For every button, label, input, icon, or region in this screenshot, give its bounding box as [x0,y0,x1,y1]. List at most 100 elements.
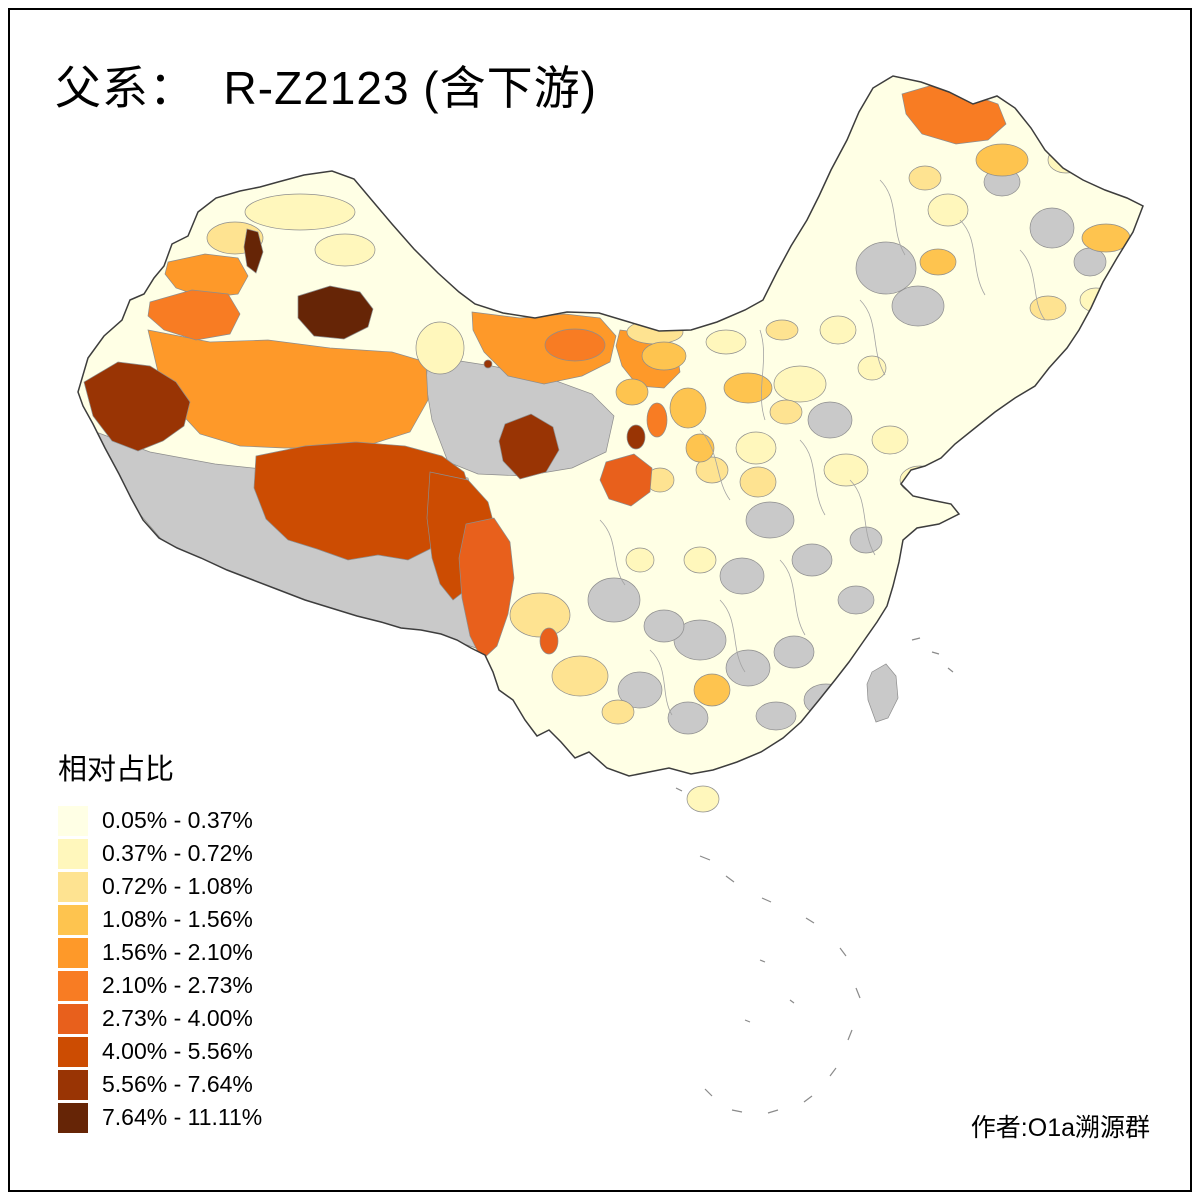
legend-label: 5.56% - 7.64% [102,1071,253,1097]
legend-label: 4.00% - 5.56% [102,1038,253,1064]
map-region [649,649,673,716]
map-region [539,627,559,655]
map-region [719,557,765,595]
map-region [147,289,241,341]
legend-row: 4.00% - 5.56% [58,1035,262,1068]
legend-row: 1.08% - 1.56% [58,903,262,936]
map-region [767,1109,779,1114]
map-region [667,701,709,735]
legend-row: 1.56% - 2.10% [58,936,262,969]
map-region [686,785,720,813]
map-region [805,917,815,924]
legend-row: 2.10% - 2.73% [58,969,262,1002]
map-region [791,543,833,577]
legend-swatch [58,970,88,1001]
map-region [1073,247,1107,277]
legend-swatch [58,838,88,869]
map-region [719,599,746,673]
map-region [483,359,493,369]
legend-row: 0.05% - 0.37% [58,804,262,837]
map-region [617,671,663,709]
map-region [761,897,772,903]
map-region [829,1067,837,1077]
legend-title: 相对占比 [58,754,175,786]
map-region [458,517,515,661]
map-region [704,1088,713,1097]
map-region [83,361,191,452]
map-region [849,526,883,554]
map-region [509,592,571,638]
legend-label: 0.37% - 0.72% [102,840,253,866]
map-region [675,787,683,792]
map-region [1019,249,1046,321]
map-region [759,329,766,421]
legend-swatch [58,937,88,968]
map-region [823,453,869,487]
map-region [699,429,731,501]
legend-label: 7.64% - 11.11% [102,1104,263,1130]
legend-swatch [58,1069,88,1100]
map-region [879,179,906,256]
map-region [837,585,875,615]
map-region [839,947,847,957]
map-region [599,519,626,586]
map-region [789,999,795,1004]
map-region [779,559,806,636]
map-region [705,329,747,355]
legend-swatch [58,904,88,935]
map-region [243,228,264,274]
map-region [164,253,249,299]
map-region [641,341,687,371]
map-region [1029,295,1067,321]
legend-swatch [58,1102,88,1133]
map-region [866,663,899,723]
legend-row: 0.72% - 1.08% [58,870,262,903]
legend-label: 1.56% - 2.10% [102,939,253,965]
map-region [847,1029,853,1041]
map-region [683,546,717,574]
map-region [415,321,465,375]
map-region [544,328,606,362]
map-region [615,378,649,406]
map-region [626,424,646,450]
map-region [975,143,1029,177]
map-region [739,466,777,498]
map-region [669,387,707,429]
map-region [244,193,356,231]
map-region [699,855,711,861]
legend-label: 1.08% - 1.56% [102,906,253,932]
map-region [725,649,771,687]
map-region [807,401,853,439]
legend-entries: 0.05% - 0.37% 0.37% - 0.72% 0.72% - 1.08% 1… [58,804,262,1134]
map-region [769,399,803,425]
map-region [931,651,940,655]
map-region [919,248,957,276]
legend-swatch [58,1003,88,1034]
map-region [773,365,827,403]
map-region [744,1019,751,1023]
map-region [755,701,797,731]
map-region [297,285,374,340]
map-region [911,637,921,641]
map-region [859,299,886,376]
legend-label: 0.72% - 1.08% [102,873,253,899]
map-region [855,987,861,999]
map-region [1029,207,1075,249]
legend-label: 2.73% - 4.00% [102,1005,253,1031]
map-region [773,635,815,669]
map-region [765,319,799,341]
map-region [587,577,641,623]
map-region [855,241,917,295]
map-region [601,699,635,725]
map-region [947,667,954,673]
map-region [147,329,429,449]
map-region [908,165,942,191]
map-region [685,433,715,463]
map-region [643,609,685,643]
map-region [646,402,668,438]
map-region [723,372,773,404]
legend-row: 5.56% - 7.64% [58,1068,262,1101]
offshore-islands [675,637,954,1114]
author-credit: 作者:O1a溯源群 [970,1114,1150,1142]
